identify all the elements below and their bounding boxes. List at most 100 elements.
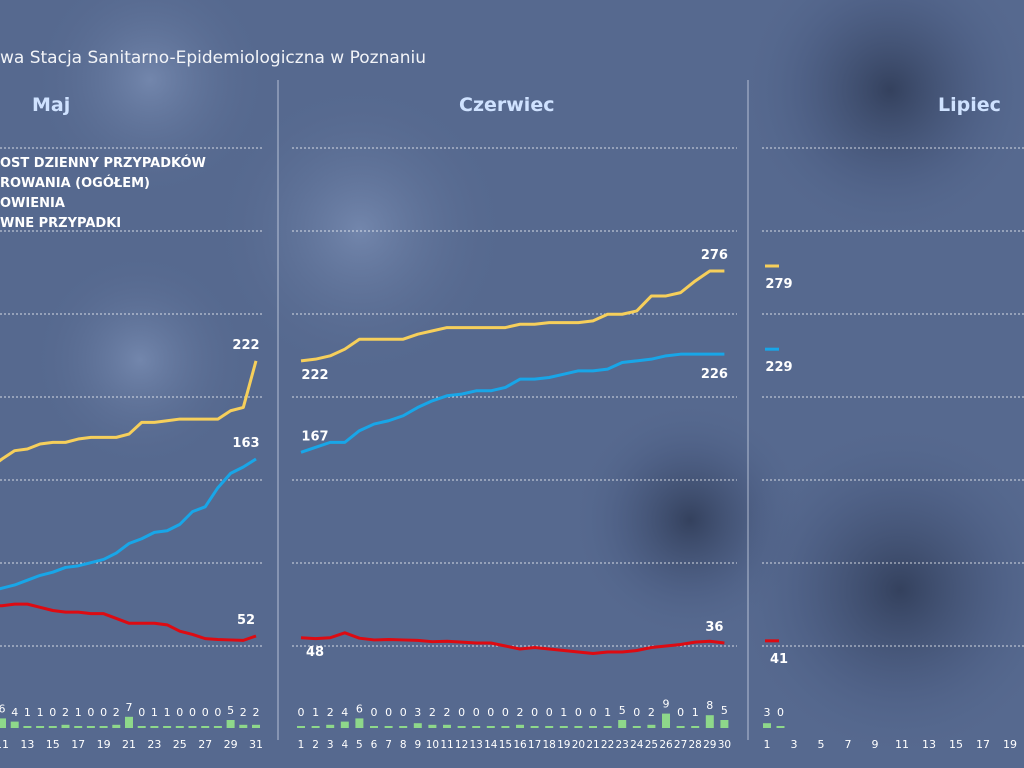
daily-bar	[74, 726, 83, 728]
x-tick-label: 3	[791, 738, 798, 751]
daily-bar	[676, 726, 685, 728]
daily-bar-label: 2	[62, 706, 69, 719]
daily-bar-label: 0	[371, 706, 378, 719]
daily-bar-label: 1	[24, 706, 31, 719]
x-tick-label: 26	[659, 739, 673, 751]
daily-bar-label: 2	[327, 706, 334, 719]
x-tick-label: 21	[586, 739, 599, 751]
series-line-active	[300, 631, 725, 655]
daily-bar-label: 1	[560, 706, 567, 719]
x-tick-labels: 1113151719212325272931123456789101112131…	[0, 738, 1017, 751]
daily-bar	[61, 724, 70, 728]
value-label-cases_total: 279	[765, 277, 792, 292]
daily-bar-label: 0	[633, 706, 640, 719]
daily-bar	[428, 724, 437, 728]
daily-bar	[720, 720, 729, 728]
daily-bar-label: 0	[531, 706, 538, 719]
legend: OST DZIENNY PRZYPADKÓW ROWANIA (OGÓŁEM) …	[0, 154, 206, 234]
x-tick-label: 9	[414, 739, 421, 751]
daily-bar	[691, 726, 700, 728]
value-label-recoveries: 226	[701, 367, 728, 382]
daily-bar-label: 0	[487, 706, 494, 719]
daily-bar-label: 0	[502, 706, 509, 719]
daily-bar-label: 0	[473, 706, 480, 719]
value-label-active: 36	[705, 620, 723, 635]
x-tick-label: 5	[356, 739, 363, 751]
value-label-cases_total: 276	[701, 248, 728, 263]
x-tick-label: 29	[703, 739, 716, 751]
x-tick-label: 25	[173, 738, 187, 751]
x-tick-label: 15	[46, 738, 60, 751]
daily-bar	[326, 724, 335, 728]
daily-bar-label: 8	[706, 699, 713, 712]
daily-bar	[201, 726, 210, 728]
daily-bar-label: 1	[151, 706, 158, 719]
daily-bar	[370, 726, 378, 728]
daily-bar	[647, 724, 656, 728]
x-tick-label: 17	[976, 738, 990, 751]
daily-bar-label: 3	[764, 706, 771, 719]
daily-bar-label: 0	[385, 706, 392, 719]
daily-bar-label: 2	[444, 706, 451, 719]
daily-bar	[457, 726, 466, 728]
daily-bar	[559, 726, 568, 728]
x-tick-label: 11	[0, 738, 9, 751]
x-tick-label: 3	[327, 739, 334, 751]
x-tick-label: 1	[298, 739, 305, 751]
daily-bar-label: 4	[341, 706, 348, 719]
x-tick-label: 13	[20, 738, 34, 751]
daily-bar-label: 0	[202, 706, 209, 719]
series-line-recoveries	[300, 352, 725, 454]
series-line-active	[0, 602, 257, 642]
daily-bar	[175, 726, 184, 728]
x-tick-label: 20	[572, 739, 585, 751]
daily-bar	[662, 713, 670, 728]
x-tick-label: 27	[674, 739, 687, 751]
daily-bar	[632, 726, 641, 728]
month-separators	[277, 80, 749, 740]
daily-bar-label: 5	[227, 704, 234, 717]
x-tick-label: 27	[198, 738, 212, 751]
daily-bar-label: 0	[176, 706, 183, 719]
daily-bar	[340, 721, 349, 728]
daily-bar-label: 0	[458, 706, 465, 719]
value-label-active: 41	[770, 652, 788, 667]
daily-bar-label: 1	[37, 706, 44, 719]
daily-bar-label: 2	[648, 706, 655, 719]
daily-bar	[239, 724, 248, 728]
value-label-cases_total: 222	[232, 338, 259, 353]
daily-bar-label: 2	[517, 706, 524, 719]
daily-bar-label: 5	[721, 704, 728, 717]
daily-bar-label: 0	[214, 706, 221, 719]
daily-bar	[545, 726, 554, 728]
legend-item-daily: OST DZIENNY PRZYPADKÓW	[0, 156, 206, 171]
x-tick-label: 23	[616, 739, 629, 751]
daily-bar	[86, 726, 95, 728]
x-tick-label: 18	[543, 739, 556, 751]
x-tick-label: 7	[385, 739, 392, 751]
x-tick-label: 17	[528, 739, 541, 751]
daily-bar	[99, 726, 108, 728]
x-tick-label: 22	[601, 739, 614, 751]
x-tick-label: 19	[557, 739, 570, 751]
x-tick-label: 24	[630, 739, 644, 751]
daily-bar-label: 9	[663, 698, 670, 711]
page-title: wa Stacja Sanitarno-Epidemiologiczna w P…	[0, 48, 427, 68]
x-tick-label: 19	[1003, 738, 1017, 751]
x-tick-label: 29	[224, 738, 238, 751]
daily-bar-label: 1	[692, 706, 699, 719]
value-label-recoveries: 229	[765, 360, 792, 375]
month-title-czerwiec: Czerwiec	[459, 94, 555, 116]
x-tick-label: 1	[764, 738, 771, 751]
daily-bar-label: 3	[414, 706, 421, 719]
series-line-recoveries	[0, 457, 257, 591]
daily-bar	[501, 726, 510, 728]
daily-bar	[384, 726, 393, 728]
daily-bar	[472, 726, 481, 728]
daily-bar	[163, 726, 172, 728]
daily-bar-label: 0	[138, 706, 145, 719]
daily-bar-label: 0	[575, 706, 582, 719]
daily-bar-label: 0	[546, 706, 553, 719]
month-title-maj: Maj	[32, 94, 71, 116]
